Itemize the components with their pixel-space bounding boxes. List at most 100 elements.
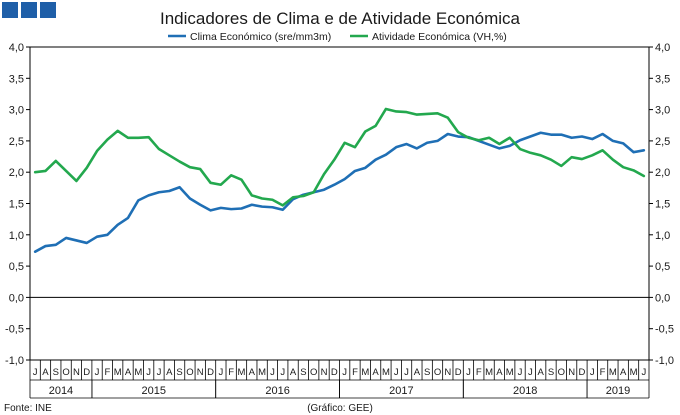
series-group	[33, 107, 646, 253]
plot-border	[29, 46, 650, 361]
month-label: A	[249, 367, 256, 378]
source-note: Fonte: INE	[4, 403, 52, 414]
y-tick-label-right: 0,5	[655, 261, 670, 273]
series-line-1	[33, 131, 646, 253]
month-label: A	[125, 367, 132, 378]
y-tick-label-left: 4,0	[9, 42, 24, 54]
month-label: A	[372, 367, 379, 378]
month-label: M	[134, 367, 142, 378]
month-label: A	[496, 367, 503, 378]
month-label: S	[424, 367, 430, 378]
year-label: 2019	[606, 385, 630, 397]
month-label: M	[609, 367, 617, 378]
decoration-square	[21, 2, 37, 18]
month-label: J	[218, 367, 223, 378]
month-label: J	[528, 367, 533, 378]
month-label: M	[506, 367, 514, 378]
month-label: O	[310, 367, 317, 378]
month-label: J	[641, 367, 646, 378]
month-label: J	[518, 367, 523, 378]
month-label: O	[558, 367, 565, 378]
decoration-square	[40, 2, 56, 18]
year-label: 2018	[513, 385, 537, 397]
month-label: N	[73, 367, 80, 378]
decoration-square	[2, 2, 18, 18]
series-line-2	[33, 107, 646, 207]
month-label: O	[434, 367, 441, 378]
month-label: M	[238, 367, 246, 378]
y-tick-label-left: 3,0	[9, 105, 24, 117]
month-label: J	[146, 367, 151, 378]
y-tick-label-left: -1,0	[5, 355, 24, 367]
year-label: 2016	[265, 385, 289, 397]
month-label: N	[444, 367, 451, 378]
month-label: S	[300, 367, 306, 378]
month-label: O	[62, 367, 69, 378]
year-label: 2017	[389, 385, 413, 397]
y-tick-label-right: 3,5	[655, 73, 670, 85]
y-tick-label-right: 2,0	[655, 167, 670, 179]
month-label: S	[176, 367, 182, 378]
month-label: A	[166, 367, 173, 378]
month-label: A	[620, 367, 627, 378]
y-tick-label-left: 2,5	[9, 136, 24, 148]
month-label: A	[42, 367, 49, 378]
legend-label-1: Clima Económico (sre/mm3m)	[190, 31, 331, 43]
month-label: N	[321, 367, 328, 378]
month-label: F	[228, 367, 234, 378]
month-label: J	[270, 367, 275, 378]
month-label: F	[600, 367, 606, 378]
month-label: F	[104, 367, 110, 378]
y-tick-label-right: -1,0	[655, 355, 674, 367]
month-label: M	[258, 367, 266, 378]
month-label: J	[33, 367, 38, 378]
month-label: J	[157, 367, 162, 378]
y-tick-label-left: 3,5	[9, 73, 24, 85]
month-label: M	[630, 367, 638, 378]
month-label: M	[382, 367, 390, 378]
y-tick-label-left: -0,5	[5, 324, 24, 336]
month-label: N	[568, 367, 575, 378]
month-label: J	[466, 367, 471, 378]
month-label: O	[186, 367, 193, 378]
month-label: S	[548, 367, 554, 378]
month-label: F	[476, 367, 482, 378]
month-label: D	[207, 367, 214, 378]
month-label: J	[394, 367, 399, 378]
y-tick-label-right: 0,0	[655, 292, 670, 304]
y-tick-label-left: 0,5	[9, 261, 24, 273]
y-tick-label-right: 3,0	[655, 105, 670, 117]
month-label: N	[197, 367, 204, 378]
y-tick-label-right: 4,0	[655, 42, 670, 54]
month-label: J	[590, 367, 595, 378]
month-label: J	[342, 367, 347, 378]
y-tick-label-right: -0,5	[655, 324, 674, 336]
month-label: J	[280, 367, 285, 378]
month-label: D	[579, 367, 586, 378]
legend: Clima Económico (sre/mm3m) Atividade Econ…	[168, 31, 507, 43]
month-label: A	[290, 367, 297, 378]
month-label: D	[455, 367, 462, 378]
month-label: M	[485, 367, 493, 378]
month-label: M	[114, 367, 122, 378]
axes: 4,0 4,0 3,5 3,5 3,0 3,0 2,5 2,5 2,0 2,0 1,5 1,5 1,0 1…	[5, 42, 674, 399]
y-tick-label-right: 1,0	[655, 230, 670, 242]
month-label: S	[53, 367, 59, 378]
y-tick-label-left: 0,0	[9, 292, 24, 304]
month-label: D	[331, 367, 338, 378]
month-label: J	[404, 367, 409, 378]
y-tick-label-left: 1,0	[9, 230, 24, 242]
month-label: F	[352, 367, 358, 378]
year-label: 2014	[49, 385, 73, 397]
chart-title: Indicadores de Clima e de Atividade Econ…	[160, 9, 521, 28]
y-tick-label-left: 1,5	[9, 199, 24, 211]
month-label: M	[361, 367, 369, 378]
month-label: A	[414, 367, 421, 378]
month-label: A	[538, 367, 545, 378]
month-label: J	[95, 367, 100, 378]
y-tick-label-right: 2,5	[655, 136, 670, 148]
header-squares-decoration	[2, 2, 56, 18]
chart-credit: (Gráfico: GEE)	[307, 403, 373, 414]
year-label: 2015	[142, 385, 166, 397]
